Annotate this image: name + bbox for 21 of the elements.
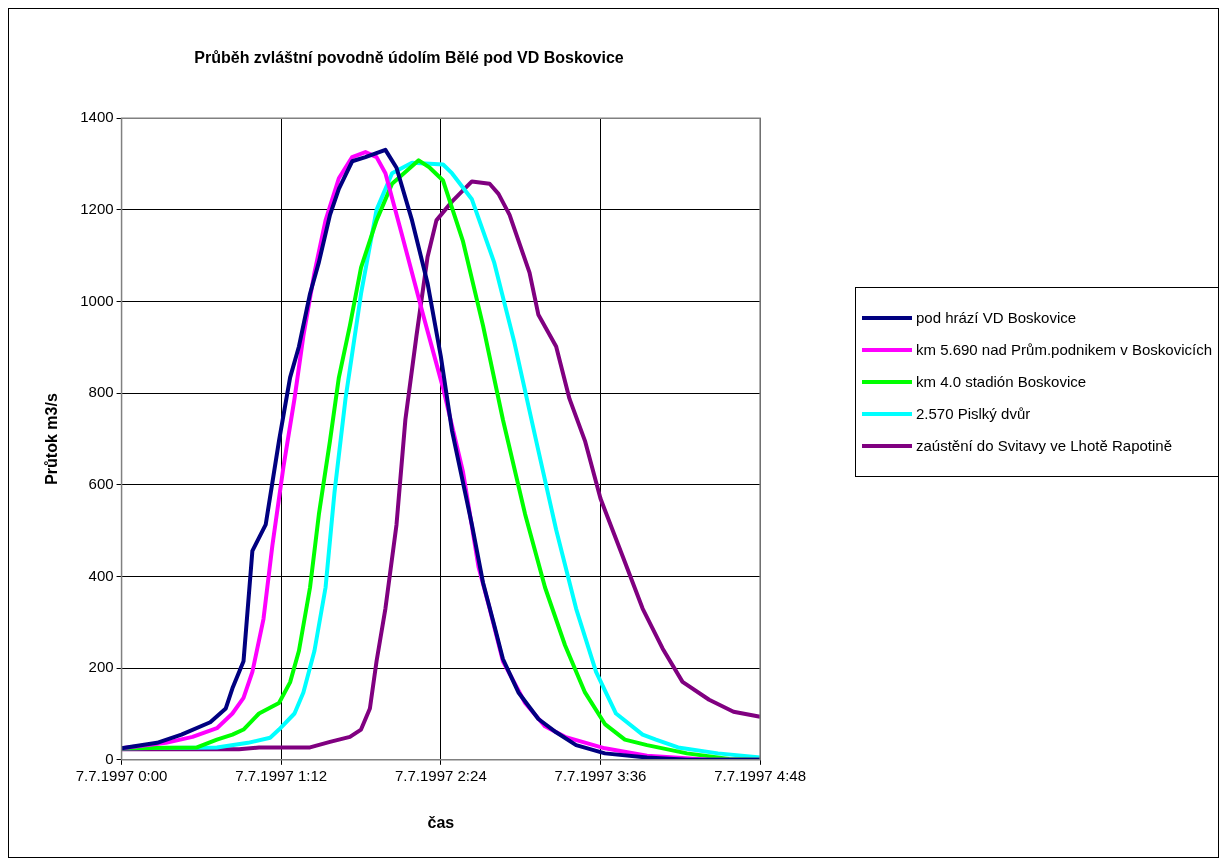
x-tick-label: 7.7.1997 0:00 bbox=[75, 766, 168, 784]
legend-label: 2.570 Pislký dvůr bbox=[916, 404, 1031, 424]
x-axis-title: čas bbox=[427, 813, 455, 831]
legend-label: pod hrází VD Boskovice bbox=[916, 308, 1077, 328]
legend-label: zaústění do Svitavy ve Lhotě Rapotině bbox=[916, 436, 1172, 456]
y-tick-label: 1400 bbox=[80, 108, 114, 126]
y-tick-label: 1000 bbox=[80, 291, 114, 309]
x-tick-label: 7.7.1997 4:48 bbox=[714, 766, 807, 784]
y-tick-label: 0 bbox=[105, 749, 114, 767]
legend-label: km 5.690 nad Prům.podnikem v Boskovicích bbox=[916, 340, 1212, 360]
x-tick-label: 7.7.1997 2:24 bbox=[394, 766, 487, 784]
y-tick-label: 800 bbox=[88, 383, 114, 401]
y-tick-label: 1200 bbox=[80, 200, 114, 217]
y-tick-label: 600 bbox=[88, 474, 114, 492]
y-axis-title: Průtok m3/s bbox=[43, 393, 61, 485]
y-tick-label: 200 bbox=[88, 658, 114, 676]
y-tick-label: 400 bbox=[88, 566, 114, 584]
x-tick-label: 7.7.1997 3:36 bbox=[554, 766, 647, 784]
legend-label: km 4.0 stadión Boskovice bbox=[916, 372, 1087, 392]
chart-title: Průběh zvláštní povodně údolím Bělé pod VD Boskovice bbox=[194, 49, 624, 67]
x-tick-label: 7.7.1997 1:12 bbox=[235, 766, 328, 784]
